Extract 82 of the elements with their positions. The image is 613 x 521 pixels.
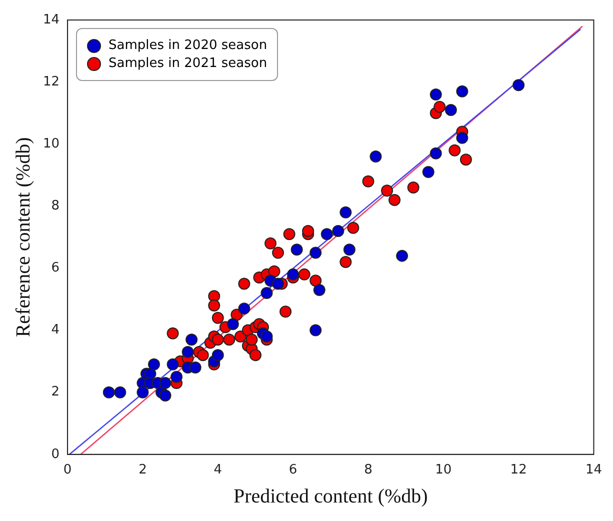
point: [340, 206, 352, 218]
point: [434, 100, 446, 113]
point: [166, 358, 179, 370]
point: [320, 228, 333, 240]
point: [234, 330, 246, 342]
point: [280, 306, 292, 318]
point: [444, 104, 457, 116]
point: [298, 268, 310, 280]
point: [148, 358, 160, 370]
point: [362, 175, 374, 188]
point: [381, 184, 394, 197]
point: [310, 274, 322, 287]
point: [460, 154, 472, 166]
point: [102, 386, 115, 398]
y-tick-label: 4: [51, 322, 60, 338]
point: [238, 302, 250, 315]
point: [159, 377, 172, 390]
x-tick-label: 0: [63, 462, 72, 478]
point: [347, 222, 360, 234]
y-tick-label: 0: [51, 446, 60, 462]
point: [430, 147, 442, 160]
point: [456, 85, 468, 98]
point: [238, 278, 250, 290]
x-tick-label: 14: [585, 462, 602, 478]
point: [313, 284, 326, 296]
point: [343, 244, 356, 256]
x-tick-label: 4: [214, 462, 222, 478]
point: [208, 299, 220, 312]
point: [396, 250, 408, 262]
legend-label: Samples in 2021 season: [108, 56, 268, 71]
point: [189, 362, 202, 374]
point: [272, 246, 284, 259]
point: [226, 318, 239, 330]
point: [422, 166, 434, 178]
point: [249, 349, 262, 362]
legend-label: Samples in 2020 season: [108, 38, 268, 53]
point: [302, 224, 314, 237]
point: [272, 278, 284, 290]
y-tick-label: 2: [51, 384, 60, 400]
point: [310, 246, 322, 259]
y-axis-title: Reference content (%db): [12, 137, 34, 338]
point: [223, 334, 236, 346]
point: [268, 265, 280, 278]
point: [512, 79, 525, 92]
point: [407, 182, 420, 194]
point: [388, 194, 401, 206]
point: [212, 349, 224, 362]
point: [182, 346, 194, 358]
point: [196, 349, 209, 362]
point: [170, 370, 183, 383]
point: [290, 244, 303, 256]
x-tick-label: 12: [510, 462, 527, 478]
point: [332, 224, 344, 237]
y-tick-label: 10: [42, 136, 60, 152]
point: [340, 256, 352, 268]
point: [456, 132, 468, 144]
point: [430, 88, 442, 100]
point: [370, 150, 382, 163]
y-tick-label: 6: [51, 260, 60, 276]
x-tick-label: 10: [435, 462, 452, 478]
point: [287, 268, 300, 280]
y-tick-label: 14: [42, 12, 60, 28]
point: [212, 312, 224, 324]
point: [264, 237, 276, 250]
x-tick-label: 6: [288, 462, 298, 478]
point: [136, 386, 149, 398]
x-axis-title: Predicted content (%db): [233, 485, 428, 508]
point: [114, 386, 126, 398]
point: [260, 330, 273, 342]
x-tick-label: 2: [138, 462, 147, 478]
point: [159, 389, 172, 402]
point: [283, 228, 296, 240]
point: [166, 327, 179, 340]
y-tick-label: 8: [51, 198, 60, 214]
point: [246, 334, 258, 346]
point: [186, 334, 198, 346]
y-tick-label: 12: [42, 74, 60, 90]
point: [448, 144, 461, 156]
point: [212, 334, 224, 346]
point: [310, 324, 322, 336]
x-tick-label: 8: [364, 462, 372, 478]
point: [260, 287, 273, 300]
